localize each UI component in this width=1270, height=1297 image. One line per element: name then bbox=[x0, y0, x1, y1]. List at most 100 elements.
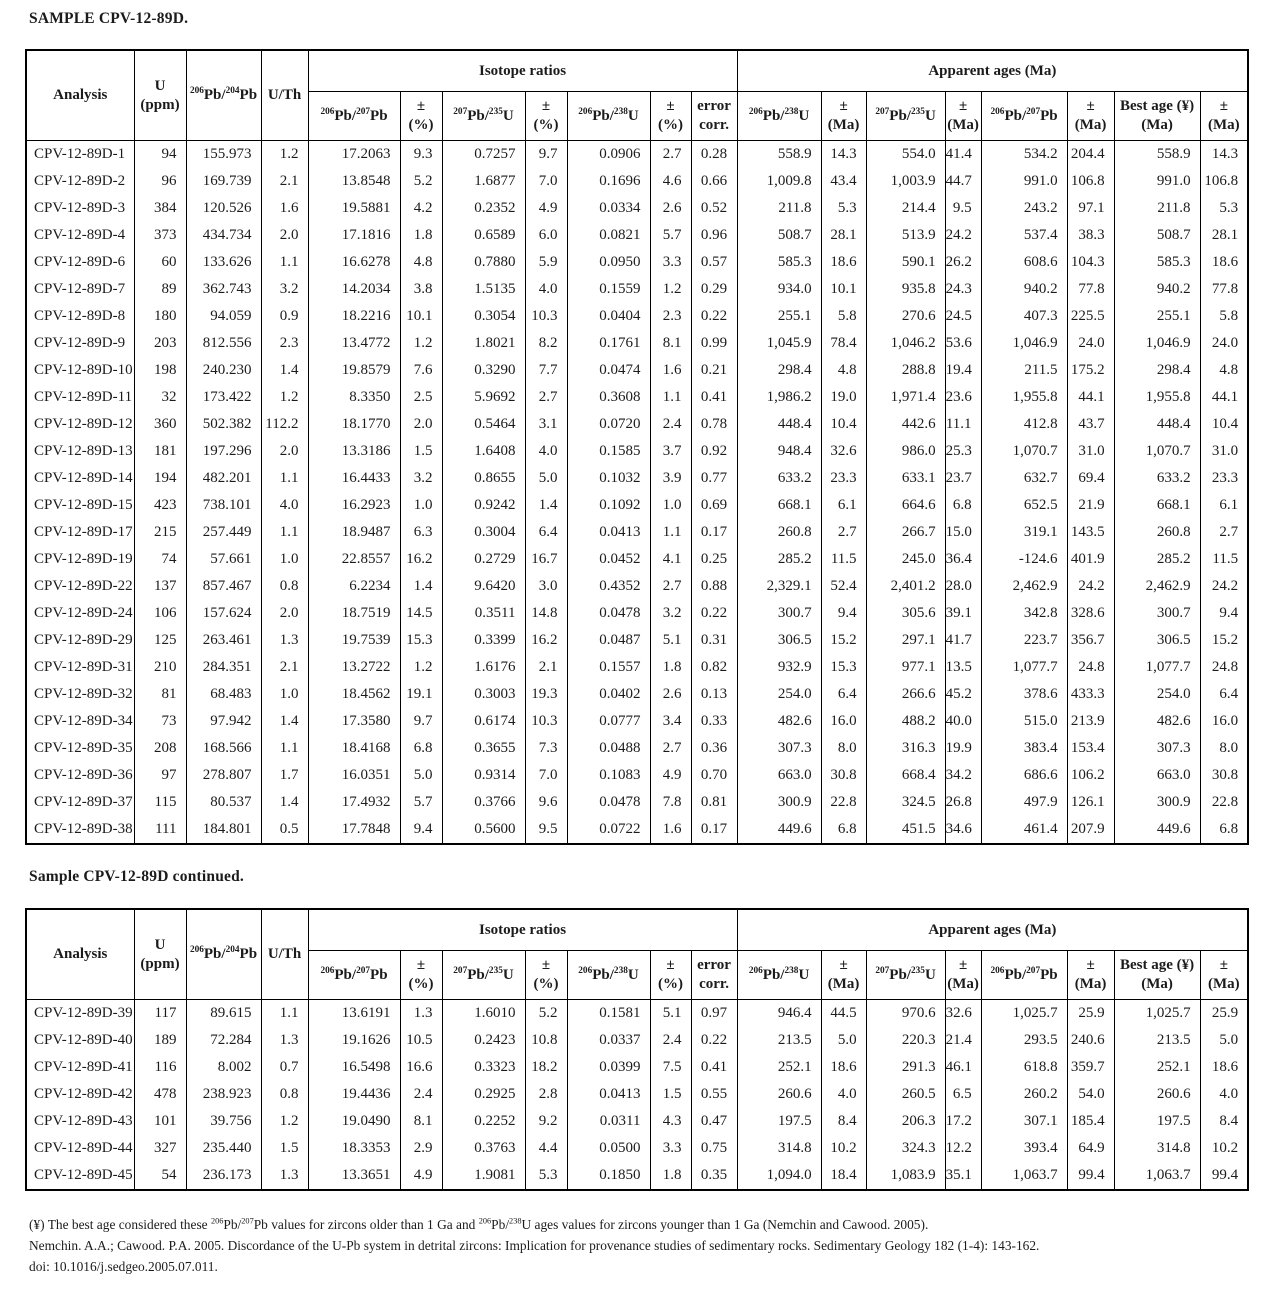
value-cell: 19.4 bbox=[944, 357, 982, 384]
value-cell: 10.3 bbox=[524, 303, 568, 330]
value-cell: 407.3 bbox=[980, 303, 1068, 330]
value-cell: 298.4 bbox=[736, 357, 822, 384]
value-cell: 44.1 bbox=[1066, 384, 1115, 411]
value-cell: 24.8 bbox=[1066, 654, 1115, 681]
value-cell: 18.7519 bbox=[307, 600, 401, 627]
value-cell: 2,462.9 bbox=[1113, 573, 1201, 600]
value-cell: 9.4 bbox=[820, 600, 867, 627]
value-cell: 1.2 bbox=[399, 330, 443, 357]
value-cell: 515.0 bbox=[980, 708, 1068, 735]
value-cell: 243.2 bbox=[980, 195, 1068, 222]
col-header-age-pb206-pb207: 206Pb/207Pb bbox=[980, 950, 1068, 1000]
value-cell: 266.7 bbox=[865, 519, 946, 546]
table-row: CPV-12-89D-35 208 168.566 1.1 18.4168 6.8 0.36… bbox=[25, 735, 1249, 762]
value-cell: 6.4 bbox=[524, 519, 568, 546]
value-cell: 1.0 bbox=[399, 492, 443, 519]
value-cell: 314.8 bbox=[1113, 1135, 1201, 1162]
value-cell: 1,070.7 bbox=[980, 438, 1068, 465]
value-cell: 4.8 bbox=[399, 249, 443, 276]
value-cell: 16.6 bbox=[399, 1054, 443, 1081]
analysis-cell: CPV-12-89D-39 bbox=[25, 999, 135, 1027]
value-cell: 1.4 bbox=[260, 708, 309, 735]
value-cell: 812.556 bbox=[185, 330, 262, 357]
value-cell: 14.5 bbox=[399, 600, 443, 627]
col-header-u-line2: (ppm) bbox=[140, 96, 180, 113]
value-cell: 30.8 bbox=[1199, 762, 1249, 789]
value-cell: 125 bbox=[133, 627, 187, 654]
value-cell: 461.4 bbox=[980, 816, 1068, 844]
value-cell: 0.0402 bbox=[566, 681, 651, 708]
value-cell: 10.1 bbox=[820, 276, 867, 303]
ma-unit: (Ma) bbox=[827, 976, 860, 992]
value-cell: 977.1 bbox=[865, 654, 946, 681]
value-cell: 15.2 bbox=[1199, 627, 1249, 654]
value-cell: 2.8 bbox=[524, 1081, 568, 1108]
value-cell: 362.743 bbox=[185, 276, 262, 303]
value-cell: 2.0 bbox=[399, 411, 443, 438]
value-cell: 7.8 bbox=[649, 789, 692, 816]
value-cell: 508.7 bbox=[736, 222, 822, 249]
value-cell: 0.8 bbox=[260, 1081, 309, 1108]
value-cell: 18.4562 bbox=[307, 681, 401, 708]
value-cell: 181 bbox=[133, 438, 187, 465]
analysis-cell: CPV-12-89D-29 bbox=[25, 627, 135, 654]
value-cell: 2,462.9 bbox=[980, 573, 1068, 600]
value-cell: 21.4 bbox=[944, 1027, 982, 1054]
value-cell: 291.3 bbox=[865, 1054, 946, 1081]
value-cell: 2.1 bbox=[260, 168, 309, 195]
value-cell: 2.7 bbox=[649, 735, 692, 762]
value-cell: 482.6 bbox=[736, 708, 822, 735]
value-cell: 0.99 bbox=[690, 330, 738, 357]
value-cell: 285.2 bbox=[736, 546, 822, 573]
plus-minus-symbol: ± bbox=[1086, 98, 1095, 115]
value-cell: 970.6 bbox=[865, 999, 946, 1027]
col-header-u-line2: (ppm) bbox=[140, 955, 180, 972]
value-cell: 5.3 bbox=[524, 1162, 568, 1190]
value-cell: 0.2729 bbox=[441, 546, 526, 573]
col-header-pm-ma-3: ± (Ma) bbox=[1066, 950, 1115, 1000]
value-cell: 10.2 bbox=[820, 1135, 867, 1162]
value-cell: 0.1559 bbox=[566, 276, 651, 303]
table-row: CPV-12-89D-29 125 263.461 1.3 19.7539 15.3 0.3… bbox=[25, 627, 1249, 654]
value-cell: 225.5 bbox=[1066, 303, 1115, 330]
value-cell: 307.1 bbox=[980, 1108, 1068, 1135]
value-cell: 44.7 bbox=[944, 168, 982, 195]
value-cell: 0.2352 bbox=[441, 195, 526, 222]
table-row: CPV-12-89D-14 194 482.201 1.1 16.4433 3.2 0.86… bbox=[25, 465, 1249, 492]
value-cell: 238.923 bbox=[185, 1081, 262, 1108]
value-cell: 3.2 bbox=[260, 276, 309, 303]
value-cell: 2.0 bbox=[260, 600, 309, 627]
value-cell: 2.7 bbox=[649, 573, 692, 600]
group-header-isotope-ratios: Isotope ratios bbox=[307, 908, 738, 951]
value-cell: 106.8 bbox=[1199, 168, 1249, 195]
value-cell: 101 bbox=[133, 1108, 187, 1135]
value-cell: 1,046.9 bbox=[1113, 330, 1201, 357]
value-cell: 935.8 bbox=[865, 276, 946, 303]
value-cell: 0.0500 bbox=[566, 1135, 651, 1162]
table-row: CPV-12-89D-6 60 133.626 1.1 16.6278 4.8 0.7880… bbox=[25, 249, 1249, 276]
value-cell: 2.4 bbox=[649, 411, 692, 438]
value-cell: 2.7 bbox=[820, 519, 867, 546]
value-cell: 0.6589 bbox=[441, 222, 526, 249]
value-cell: 104.3 bbox=[1066, 249, 1115, 276]
value-cell: 0.2423 bbox=[441, 1027, 526, 1054]
analysis-cell: CPV-12-89D-32 bbox=[25, 681, 135, 708]
value-cell: 28.0 bbox=[944, 573, 982, 600]
col-header-ratio-pb206-u238: 206Pb/238U bbox=[566, 91, 651, 141]
value-cell: 0.0311 bbox=[566, 1108, 651, 1135]
value-cell: 28.1 bbox=[1199, 222, 1249, 249]
value-cell: 585.3 bbox=[736, 249, 822, 276]
value-cell: 0.35 bbox=[690, 1162, 738, 1190]
table-row: CPV-12-89D-10 198 240.230 1.4 19.8579 7.6 0.32… bbox=[25, 357, 1249, 384]
analysis-cell: CPV-12-89D-42 bbox=[25, 1081, 135, 1108]
value-cell: 668.4 bbox=[865, 762, 946, 789]
value-cell: 1.8 bbox=[399, 222, 443, 249]
value-cell: 4.0 bbox=[260, 492, 309, 519]
value-cell: 19.0490 bbox=[307, 1108, 401, 1135]
value-cell: 24.8 bbox=[1199, 654, 1249, 681]
analysis-cell: CPV-12-89D-15 bbox=[25, 492, 135, 519]
value-cell: 15.0 bbox=[944, 519, 982, 546]
value-cell: 558.9 bbox=[1113, 140, 1201, 168]
value-cell: 1.5 bbox=[399, 438, 443, 465]
value-cell: 278.807 bbox=[185, 762, 262, 789]
